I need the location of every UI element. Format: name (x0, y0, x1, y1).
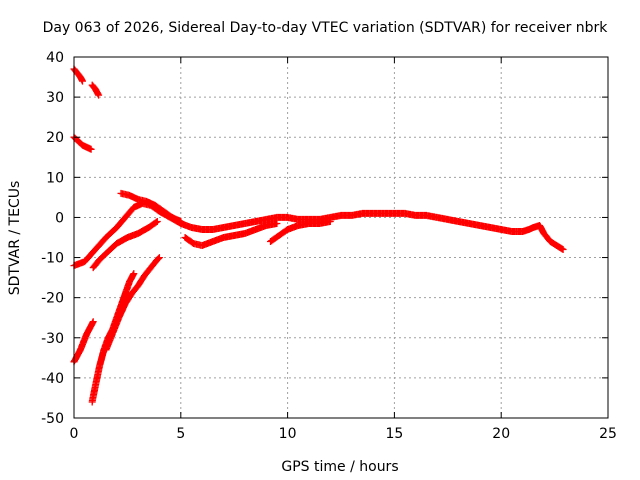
y-tick-label: -40 (41, 371, 64, 387)
data-point-markers (117, 189, 185, 225)
series-arc-7 (181, 220, 281, 249)
series-arc-11 (102, 254, 163, 354)
y-tick-label: -30 (41, 331, 64, 347)
plot-frame (73, 56, 609, 419)
data-point-markers (181, 220, 281, 249)
series-arc-5 (117, 189, 185, 225)
y-tick-label: 40 (46, 50, 64, 66)
y-axis-label: SDTVAR / TECUs (7, 181, 23, 296)
axis-ticks: 0 5 10 15 20 25 -50 -40 -30 -20 -10 0 10 20 30 40 (41, 50, 617, 442)
y-tick-label: -20 (41, 291, 64, 307)
series-arc-2 (88, 81, 103, 99)
y-tick-label: 30 (46, 90, 64, 106)
x-tick-label: 20 (492, 426, 510, 442)
data-point-markers (89, 218, 161, 272)
series-arc-6 (89, 218, 161, 272)
y-tick-label: 0 (55, 210, 64, 226)
y-tick-label: -50 (41, 411, 64, 427)
x-tick-label: 25 (599, 426, 617, 442)
data-marks (70, 65, 567, 406)
data-point-markers (88, 81, 103, 99)
y-tick-label: 20 (46, 130, 64, 146)
data-point-markers (102, 254, 163, 354)
chart-title: Day 063 of 2026, Sidereal Day-to-day VTE… (43, 20, 609, 36)
x-tick-label: 15 (385, 426, 403, 442)
y-tick-label: 10 (46, 170, 64, 186)
series-arc-8 (267, 218, 334, 245)
x-axis-label: GPS time / hours (281, 459, 398, 475)
x-tick-label: 0 (70, 426, 79, 442)
data-point-markers (267, 218, 334, 245)
grid-lines (74, 57, 608, 418)
x-tick-label: 5 (176, 426, 185, 442)
x-tick-label: 10 (279, 426, 297, 442)
y-tick-label: -10 (41, 251, 64, 267)
